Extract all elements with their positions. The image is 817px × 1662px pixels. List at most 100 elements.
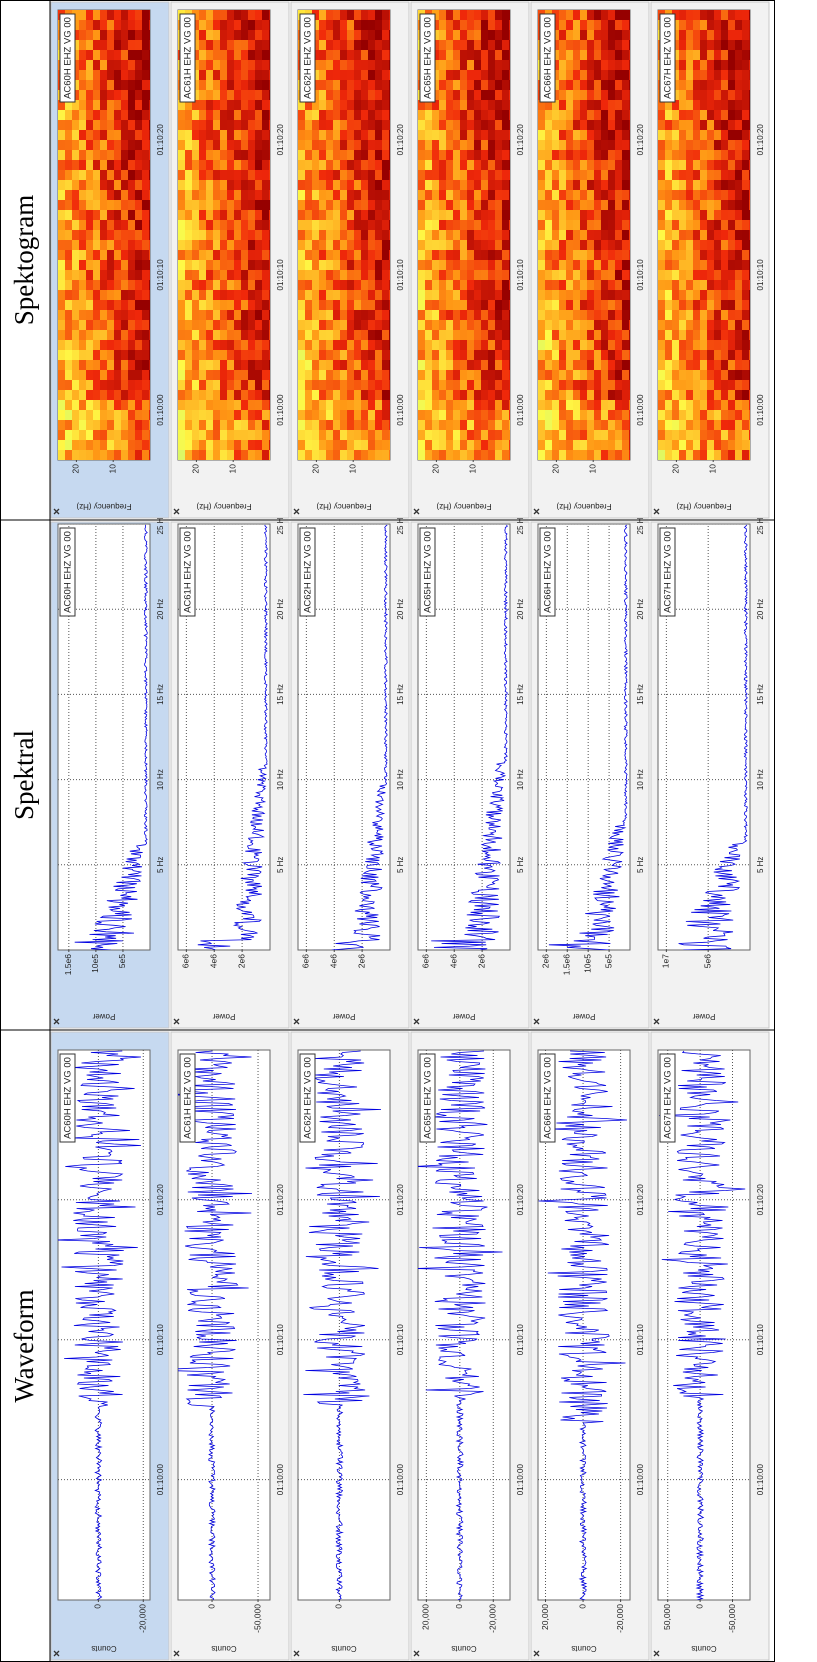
x-tick-label: 01:10:00 <box>396 1464 405 1496</box>
spectrogram-cell <box>587 329 595 340</box>
spectrogram-cell <box>481 449 489 460</box>
spectrogram-cell <box>728 309 736 320</box>
spectrogram-cell <box>538 369 546 380</box>
spectrogram-cell <box>693 429 701 440</box>
spectrogram-cell <box>552 249 560 260</box>
x-tick-label: 01:10:20 <box>756 124 765 156</box>
spectrogram-cell <box>121 329 129 340</box>
spectrogram-cell <box>587 429 595 440</box>
spectrogram-cell <box>326 249 334 260</box>
spectrogram-cell <box>107 159 115 170</box>
spectrogram-cell <box>142 389 150 400</box>
x-tick-label: 15 Hz <box>396 684 405 705</box>
spectrogram-cell <box>693 379 701 390</box>
spectrogram-cell <box>446 359 454 370</box>
spectrogram-cell <box>199 339 207 350</box>
spectrogram-cell <box>481 329 489 340</box>
spectrogram-cell <box>234 339 242 350</box>
spectrogram-cell <box>220 309 228 320</box>
spectrogram-cell <box>495 399 503 410</box>
spectrogram-cell <box>354 29 362 40</box>
spectrogram-cell <box>735 259 743 270</box>
spectrogram-cell <box>721 309 729 320</box>
spectrogram-cell <box>248 349 256 360</box>
spectrogram-cell <box>474 409 482 420</box>
spectrogram-cell <box>495 119 503 130</box>
spectrogram-cell <box>121 229 129 240</box>
spectrogram-cell <box>672 199 680 210</box>
spectrogram-cell <box>58 279 66 290</box>
spectrogram-cell <box>220 99 228 110</box>
spectrogram-cell <box>192 439 200 450</box>
spectrogram-cell <box>262 169 270 180</box>
spectrogram-cell <box>672 289 680 300</box>
spectrogram-cell <box>721 79 729 90</box>
spectrogram-cell <box>439 289 447 300</box>
spectrogram-cell <box>213 399 221 410</box>
spectrogram-cell <box>453 339 461 350</box>
spectrogram-cell <box>418 379 426 390</box>
spectrogram-cell <box>227 59 235 70</box>
spectrogram-cell <box>467 49 475 60</box>
spectrogram-cell <box>375 289 383 300</box>
spectrogram-cell <box>721 249 729 260</box>
spectrogram-cell <box>375 409 383 420</box>
spectrogram-cell <box>707 99 715 110</box>
spectrogram-cell <box>453 369 461 380</box>
y-tick-label: 20 <box>431 464 441 474</box>
spectrogram-cell <box>700 99 708 110</box>
spectrogram-cell <box>142 59 150 70</box>
spectrogram-cell <box>700 179 708 190</box>
spectrogram-cell <box>382 399 390 410</box>
spectrogram-cell <box>255 159 263 170</box>
spectrogram-cell <box>368 249 376 260</box>
spectrogram-cell <box>502 19 510 30</box>
spectrogram-cell <box>552 329 560 340</box>
spectrogram-cell <box>178 199 186 210</box>
spectrogram-cell <box>488 189 496 200</box>
spectrogram-cell <box>601 399 609 410</box>
spectrogram-cell <box>58 249 66 260</box>
spectrogram-cell <box>608 239 616 250</box>
spectrogram-cell <box>234 319 242 330</box>
spectrogram-cell <box>326 189 334 200</box>
spectrogram-cell <box>107 129 115 140</box>
spectrogram-cell <box>742 119 750 130</box>
spectrogram-cell <box>601 10 609 20</box>
spectrogram-cell <box>721 369 729 380</box>
spectrogram-cell <box>615 219 623 230</box>
spectrogram-cell <box>707 269 715 280</box>
spectrogram-cell <box>213 19 221 30</box>
spectrogram-cell <box>347 359 355 370</box>
spectrogram-cell <box>326 319 334 330</box>
spectrogram-cell <box>128 359 136 370</box>
spectrogram-cell <box>608 159 616 170</box>
spectrogram-cell <box>679 79 687 90</box>
spectrogram-cell <box>538 189 546 200</box>
spectrogram-cell <box>481 109 489 120</box>
spectrogram-cell <box>608 129 616 140</box>
spectrogram-cell <box>241 79 249 90</box>
spectrogram-cell <box>100 229 108 240</box>
spectrogram-cell <box>206 409 214 420</box>
spectrogram-cell <box>714 259 722 270</box>
spectrogram-cell <box>220 89 228 100</box>
spectrogram-cell <box>474 59 482 70</box>
spectrogram-cell <box>319 10 327 20</box>
spectrogram-cell <box>432 259 440 270</box>
close-icon <box>533 1650 540 1657</box>
waveform-trace <box>303 1050 382 1600</box>
spectrogram-cell <box>361 49 369 60</box>
spectrogram-cell <box>347 10 355 20</box>
spectrogram-cell <box>418 349 426 360</box>
spectrogram-cell <box>248 189 256 200</box>
spectrogram-cell <box>425 309 433 320</box>
spectrogram-cell <box>460 409 468 420</box>
spectrogram-cell <box>601 429 609 440</box>
x-tick-label: 20 Hz <box>756 599 765 620</box>
spectrogram-cell <box>580 299 588 310</box>
spectrogram-cell <box>220 259 228 270</box>
spectrogram-cell <box>559 39 567 50</box>
spectrogram-cell <box>488 279 496 290</box>
spectrogram-cell <box>192 259 200 270</box>
